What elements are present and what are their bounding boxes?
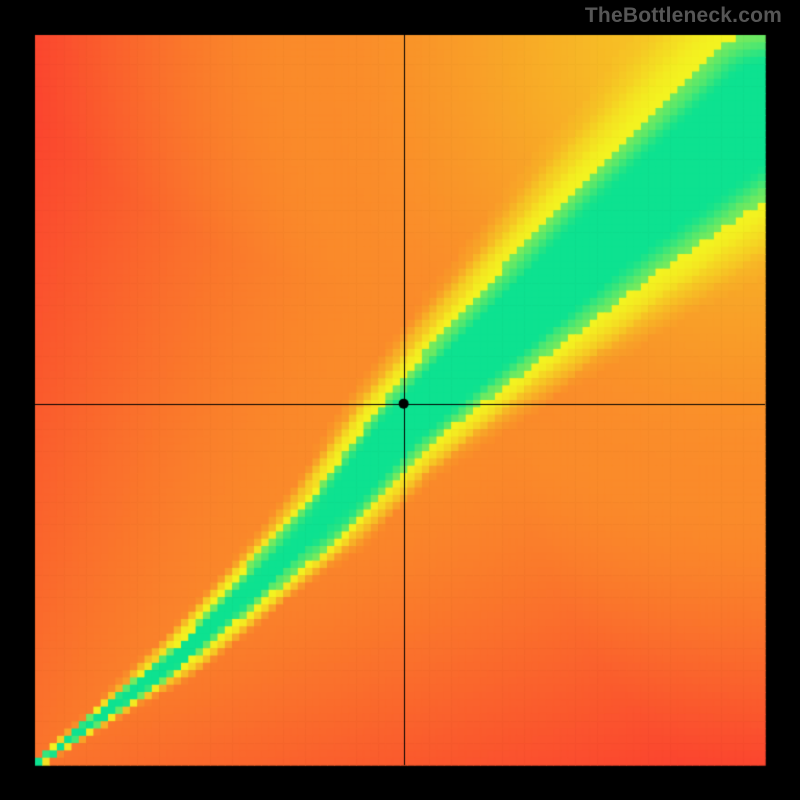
heatmap-canvas [0, 0, 800, 800]
chart-container: TheBottleneck.com [0, 0, 800, 800]
watermark-text: TheBottleneck.com [585, 4, 782, 28]
